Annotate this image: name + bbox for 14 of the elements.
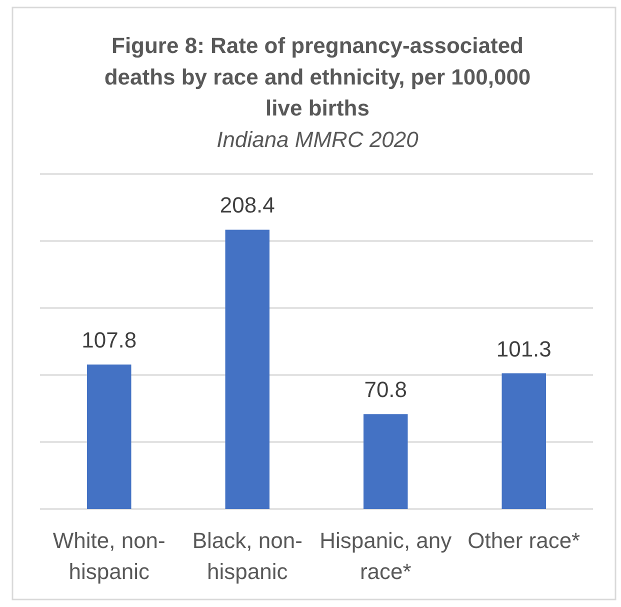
bar: [225, 230, 270, 509]
bar: [364, 414, 408, 509]
x-tick-label: White, non-hispanic: [52, 528, 166, 584]
data-label: 101.3: [496, 336, 552, 362]
x-tick-label: Black, non-hispanic: [192, 528, 302, 584]
bar: [87, 364, 132, 509]
x-tick-label: Other race*: [468, 528, 581, 553]
chart-subtitle: Indiana MMRC 2020: [216, 126, 420, 152]
x-tick-label: Hispanic, any race*: [320, 528, 452, 584]
bar: [502, 373, 546, 509]
data-label: 107.8: [82, 328, 137, 353]
chart-title: Figure 8: Rate of pregnancy-associated deaths by race and ethnicity, per 100,000 live births: [104, 33, 531, 121]
data-label: 70.8: [364, 377, 408, 402]
data-label: 208.4: [220, 192, 275, 218]
